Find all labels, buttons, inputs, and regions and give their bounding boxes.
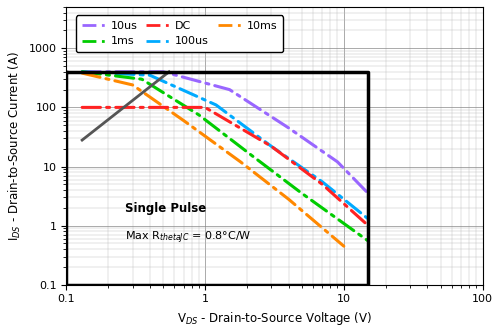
Legend: 10us, 1ms, DC, 100us, 10ms: 10us, 1ms, DC, 100us, 10ms [76, 15, 283, 52]
Text: Single Pulse: Single Pulse [124, 202, 206, 215]
X-axis label: V$_{DS}$ - Drain-to-Source Voltage (V): V$_{DS}$ - Drain-to-Source Voltage (V) [177, 310, 372, 327]
Y-axis label: I$_{DS}$ - Drain-to-Source Current (A): I$_{DS}$ - Drain-to-Source Current (A) [7, 51, 23, 241]
Text: Max R$_{thetaJC}$ = 0.8°C/W: Max R$_{thetaJC}$ = 0.8°C/W [124, 229, 251, 246]
